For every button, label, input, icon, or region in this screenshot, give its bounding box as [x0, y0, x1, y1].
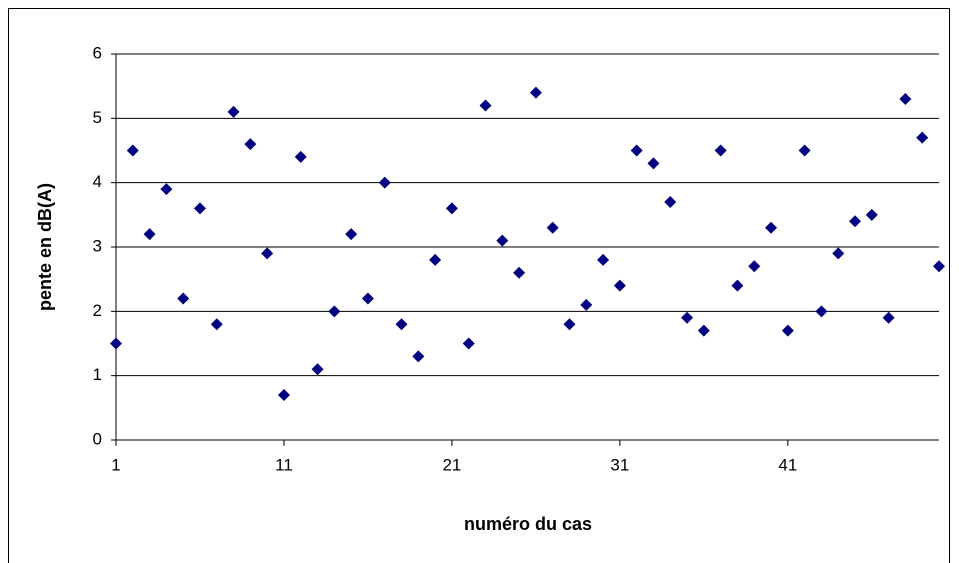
point — [647, 157, 660, 170]
point — [445, 202, 458, 215]
point — [546, 221, 559, 234]
y-tick-label: 3 — [93, 236, 102, 255]
x-tick-label: 21 — [442, 455, 461, 474]
point — [714, 144, 727, 157]
point — [563, 318, 576, 331]
point — [899, 93, 912, 106]
point — [781, 324, 794, 337]
point — [244, 138, 257, 151]
y-tick-label: 5 — [93, 108, 102, 127]
point — [630, 144, 643, 157]
point — [613, 279, 626, 292]
point — [849, 215, 862, 228]
point — [210, 318, 223, 331]
point — [311, 363, 324, 376]
point — [193, 202, 206, 215]
point — [916, 131, 929, 144]
chart-border — [8, 8, 950, 563]
point — [580, 298, 593, 311]
point — [277, 388, 290, 401]
point — [933, 260, 945, 273]
point — [597, 253, 610, 266]
point — [110, 337, 122, 350]
x-tick-label: 1 — [111, 455, 120, 474]
point — [126, 144, 139, 157]
point — [361, 292, 374, 305]
y-tick-label: 6 — [93, 43, 102, 62]
point — [395, 318, 408, 331]
point — [798, 144, 811, 157]
point — [160, 183, 173, 196]
y-axis-title: pente en dB(A) — [35, 183, 55, 311]
point — [765, 221, 778, 234]
point — [882, 311, 895, 324]
point — [412, 350, 425, 363]
point — [479, 99, 492, 112]
point — [378, 176, 391, 189]
y-tick-label: 4 — [93, 172, 102, 191]
point — [345, 228, 358, 241]
point — [681, 311, 694, 324]
point — [294, 150, 307, 163]
x-axis-title: numéro du cas — [464, 514, 592, 534]
point — [261, 247, 274, 260]
point — [731, 279, 744, 292]
x-tick-label: 11 — [275, 455, 293, 474]
point — [429, 253, 442, 266]
point — [832, 247, 845, 260]
point — [815, 305, 828, 318]
y-tick-label: 1 — [93, 365, 102, 384]
point — [143, 228, 156, 241]
point — [748, 260, 761, 273]
point — [177, 292, 190, 305]
y-tick-label: 0 — [93, 429, 102, 448]
y-tick-label: 2 — [93, 301, 102, 320]
point — [664, 195, 677, 208]
x-tick-label: 41 — [778, 455, 797, 474]
point — [529, 86, 542, 99]
point — [865, 208, 878, 221]
point — [496, 234, 509, 247]
point — [328, 305, 341, 318]
point — [227, 105, 240, 118]
point — [462, 337, 475, 350]
x-tick-label: 31 — [610, 455, 629, 474]
point — [697, 324, 710, 337]
point — [513, 266, 526, 279]
